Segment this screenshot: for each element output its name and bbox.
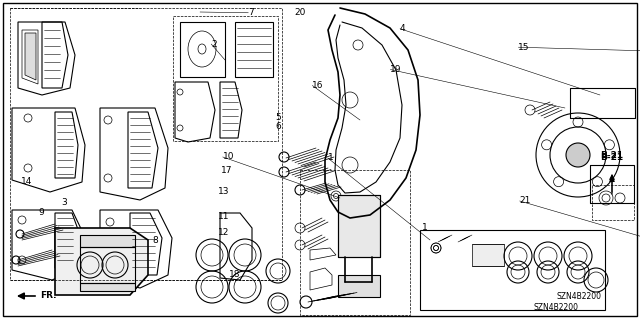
Bar xyxy=(590,165,634,203)
Bar xyxy=(80,283,135,291)
Text: B-21: B-21 xyxy=(600,152,623,161)
Circle shape xyxy=(566,143,590,167)
Text: 3: 3 xyxy=(61,198,67,207)
Text: 17: 17 xyxy=(221,166,232,175)
Bar xyxy=(338,275,380,297)
Text: 1: 1 xyxy=(422,224,428,233)
Polygon shape xyxy=(55,228,148,295)
Text: SZN4B2200: SZN4B2200 xyxy=(534,303,579,313)
Text: FR.: FR. xyxy=(40,292,56,300)
Bar xyxy=(590,165,634,203)
Bar xyxy=(592,185,634,220)
Text: 7: 7 xyxy=(248,8,254,17)
Text: 20: 20 xyxy=(294,8,306,17)
Text: 5: 5 xyxy=(275,113,281,122)
Text: 13: 13 xyxy=(218,187,229,196)
Text: SZN4B2200: SZN4B2200 xyxy=(557,292,602,301)
Text: 14: 14 xyxy=(20,177,32,186)
Text: 18: 18 xyxy=(229,271,241,279)
Bar xyxy=(80,235,135,247)
Bar xyxy=(570,88,635,118)
Text: 19: 19 xyxy=(390,65,402,74)
Bar xyxy=(173,16,278,141)
Text: 21: 21 xyxy=(520,197,531,205)
Text: 1: 1 xyxy=(328,153,333,162)
Bar xyxy=(338,195,380,257)
Text: B-21: B-21 xyxy=(600,151,623,160)
Text: 12: 12 xyxy=(218,228,229,237)
Text: 11: 11 xyxy=(218,212,229,221)
Text: 6: 6 xyxy=(275,122,281,130)
Bar xyxy=(235,22,273,77)
Bar xyxy=(180,22,225,77)
Text: 2: 2 xyxy=(211,40,217,48)
Bar xyxy=(472,244,504,266)
Bar xyxy=(300,170,410,315)
Text: 15: 15 xyxy=(518,43,530,52)
Text: 9: 9 xyxy=(38,208,44,217)
Text: 4: 4 xyxy=(400,24,406,33)
Bar xyxy=(10,8,282,280)
Text: 16: 16 xyxy=(312,81,324,90)
Text: 10: 10 xyxy=(223,152,234,161)
Text: 8: 8 xyxy=(152,236,158,245)
Polygon shape xyxy=(25,33,36,80)
Bar xyxy=(420,230,605,310)
